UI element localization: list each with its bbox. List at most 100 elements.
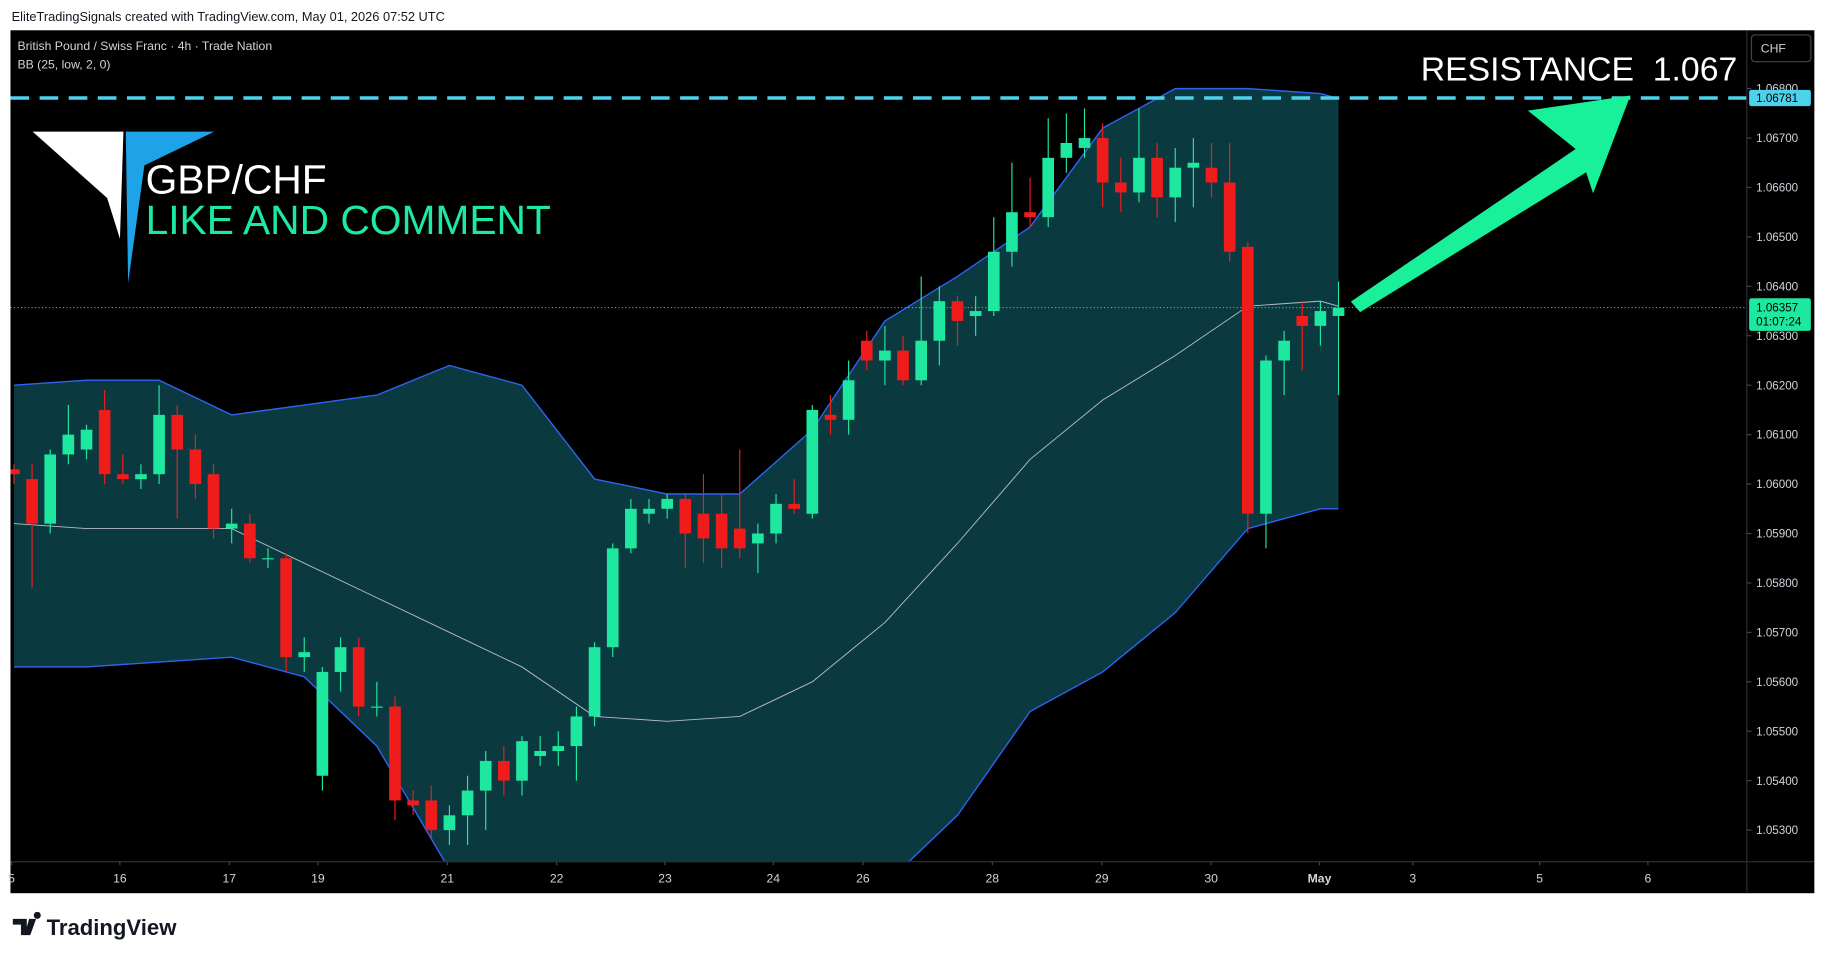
x-tick-label: 5: [1536, 872, 1543, 886]
y-tick-label: 1.05400: [1756, 775, 1799, 788]
resistance-tag-label: 1.06781: [1756, 92, 1798, 105]
candle-body: [1260, 360, 1272, 514]
candle-body: [425, 800, 438, 831]
candle-body: [570, 716, 583, 747]
brand-name: TradingView: [47, 915, 178, 940]
y-tick-label: 1.05300: [1756, 824, 1799, 837]
candle-body: [1241, 246, 1254, 514]
candle-body: [987, 251, 1000, 312]
candle-body: [116, 474, 129, 480]
candle-body: [879, 350, 891, 361]
x-tick-label: 28: [986, 872, 1000, 886]
candle-body: [1042, 157, 1055, 218]
chart-title: British Pound / Swiss Franc · 4h · Trade…: [17, 39, 272, 53]
y-tick-label: 1.06600: [1756, 182, 1799, 195]
candle-body: [625, 508, 637, 549]
band-middle: [13, 300, 1339, 722]
candle-body: [189, 449, 202, 485]
currency-box: [1750, 34, 1812, 63]
candle-body: [1278, 340, 1290, 361]
candle-body: [62, 434, 75, 455]
candle-body: [225, 523, 238, 529]
candle-body: [679, 498, 692, 534]
candle-body: [461, 790, 474, 816]
candle-body: [243, 523, 256, 559]
candle-body: [1024, 212, 1036, 218]
candle-body: [1205, 167, 1218, 183]
candle-body: [752, 533, 764, 544]
candle-body: [715, 513, 728, 549]
header: EliteTradingSignals created with Trading…: [12, 9, 445, 24]
resistance-annotation: RESISTANCE 1.067: [1421, 50, 1738, 88]
candle-body: [352, 647, 365, 707]
y-tick-label: 1.06000: [1756, 478, 1799, 491]
brand: TradingView: [12, 911, 178, 940]
candle-body: [933, 301, 946, 341]
candle-body: [171, 414, 184, 450]
x-tick-label: 29: [1095, 872, 1109, 886]
candle-body: [334, 647, 347, 672]
x-tick-label: May: [1308, 872, 1332, 886]
call-to-action: LIKE AND COMMENT: [146, 197, 551, 243]
candle-body: [770, 503, 782, 534]
candle-body: [661, 498, 673, 509]
band-lower: [13, 508, 1339, 862]
candle-body: [1078, 138, 1091, 148]
logo-white: [32, 131, 124, 239]
y-tick-label: 1.05800: [1756, 577, 1799, 590]
candle-body: [10, 469, 20, 475]
candle-body: [552, 746, 565, 752]
candle-body: [371, 706, 383, 708]
candle-body: [1151, 157, 1163, 198]
candle-body: [643, 508, 655, 514]
candle-body: [1296, 316, 1309, 326]
candle-body: [733, 528, 746, 549]
candle-body: [951, 301, 964, 321]
axes: 1.05300 1.05400 1.05500 1.05600 1.05700 1.058…: [8, 83, 1811, 886]
candle-body: [389, 706, 401, 801]
x-tick-label: 23: [658, 872, 672, 886]
candle-body: [860, 340, 873, 361]
x-tick-label: 19: [311, 872, 325, 886]
candle-body: [280, 558, 292, 658]
x-tick-label: 17: [223, 872, 237, 886]
candle-body: [1187, 162, 1200, 168]
y-tick-label: 1.06200: [1756, 379, 1799, 392]
y-tick-label: 1.06100: [1756, 429, 1799, 442]
candle-body: [479, 760, 492, 791]
y-tick-label: 1.05600: [1756, 676, 1799, 689]
x-tick-label: 16: [113, 872, 127, 886]
y-tick-label: 1.06400: [1756, 280, 1799, 293]
candle-body: [915, 340, 928, 381]
y-tick-label: 1.06500: [1756, 231, 1799, 244]
x-tick-label: 3: [1409, 872, 1416, 886]
candle-body: [969, 311, 982, 317]
candle-body: [824, 414, 837, 420]
candle-body: [1314, 311, 1327, 326]
candle-body: [1169, 167, 1182, 198]
resistance-tag: [1749, 89, 1811, 107]
candle-body: [1223, 182, 1236, 252]
x-tick-label: 6: [1645, 872, 1652, 886]
candle-body: [1006, 212, 1018, 252]
candle-body: [207, 474, 220, 529]
y-tick-label: 1.06300: [1756, 330, 1799, 343]
countdown-label: 01:07:24: [1756, 316, 1802, 329]
last-price-label: 1.06357: [1756, 302, 1798, 315]
x-tick-label: 22: [550, 872, 564, 886]
candle-body: [262, 558, 274, 560]
candle-body: [1133, 157, 1145, 193]
y-tick-label: 1.05900: [1756, 528, 1799, 541]
candle-body: [606, 548, 619, 648]
x-tick-label: 21: [440, 872, 454, 886]
candle-body: [897, 350, 909, 381]
candle-body: [806, 409, 819, 514]
candle-body: [98, 409, 111, 475]
arrow: [1350, 95, 1631, 313]
candle-body: [1114, 182, 1127, 193]
candle-body: [788, 503, 801, 509]
candle-body: [697, 513, 710, 539]
y-tick-label: 1.05700: [1756, 626, 1799, 639]
